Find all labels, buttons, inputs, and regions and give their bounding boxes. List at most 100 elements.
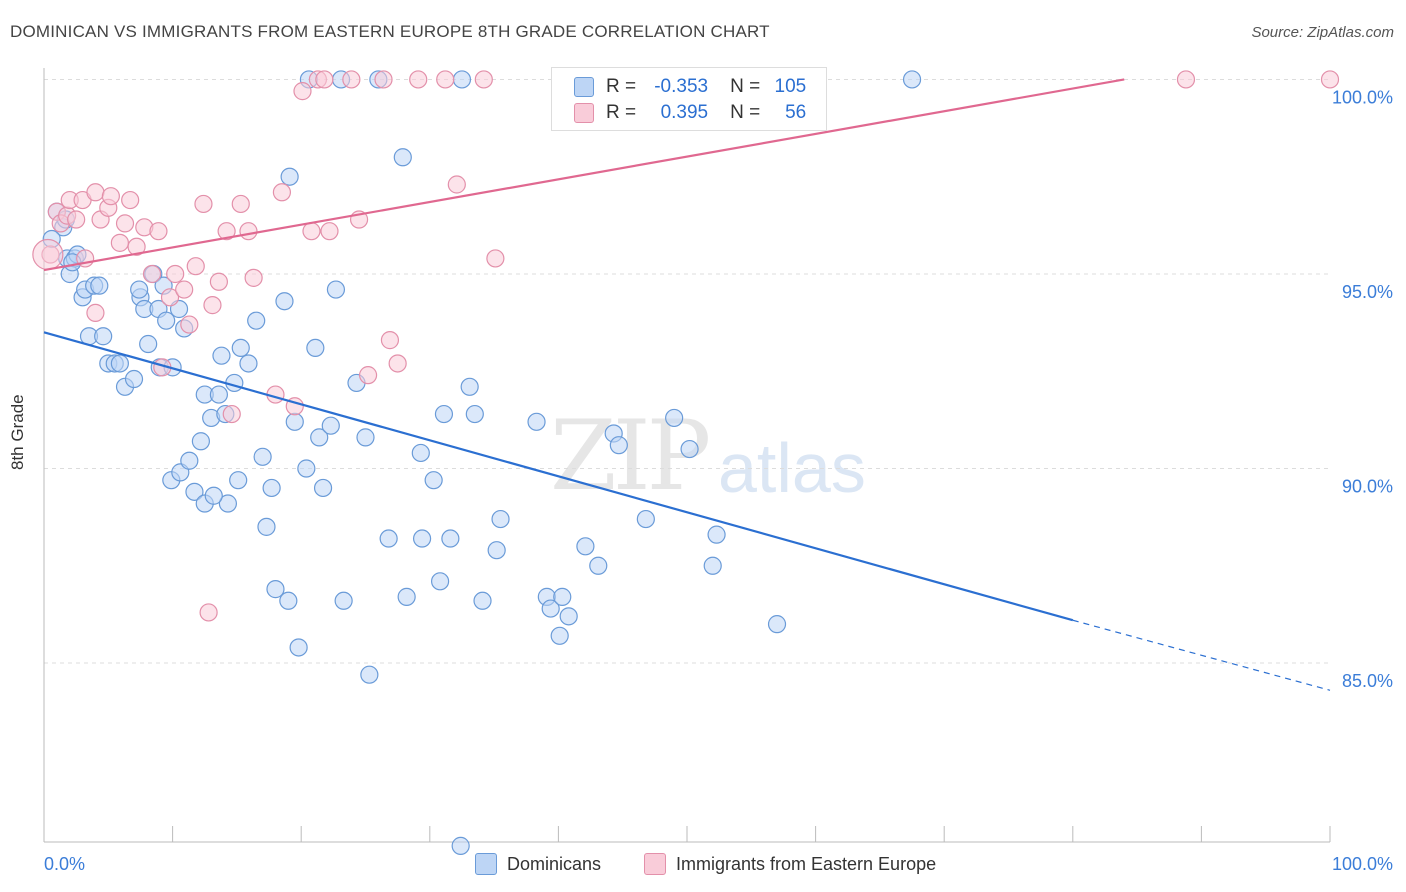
eastern-europe-point (447, 175, 466, 194)
dominican-point (297, 459, 316, 478)
chart-title: DOMINICAN VS IMMIGRANTS FROM EASTERN EUR… (10, 22, 770, 41)
eastern-europe-point (110, 233, 129, 252)
legend-swatch-blue (574, 77, 594, 97)
legend-swatch-pink (644, 853, 666, 875)
eastern-europe-point (474, 70, 493, 89)
eastern-europe-point (194, 194, 213, 214)
dominican-point (204, 486, 223, 505)
legend-r-label: R = (606, 102, 637, 123)
legend-n-label: N = (730, 76, 761, 97)
eastern-europe-point (231, 194, 250, 214)
eastern-europe-point (209, 272, 228, 291)
legend-n-value: 56 (785, 102, 807, 123)
legend-swatch-pink (574, 103, 594, 123)
x-tick-label: 100.0% (1332, 854, 1393, 874)
dominican-point (94, 327, 113, 346)
dominican-point (412, 529, 432, 548)
dominican-point (441, 529, 460, 548)
dominican-point (487, 541, 506, 560)
dominican-point (334, 591, 353, 610)
legend-row-dominicans: R = -0.353 N = 105 (574, 75, 806, 99)
dominican-point (902, 70, 922, 89)
eastern-europe-point (166, 264, 185, 284)
dominican-point (289, 638, 308, 657)
dominican-point (229, 471, 248, 490)
dominican-point (680, 439, 699, 459)
dominican-point (424, 471, 443, 490)
dominican-point (266, 580, 285, 599)
eastern-europe-point (142, 264, 162, 284)
dominican-point (253, 447, 272, 466)
dominican-point (430, 572, 450, 591)
legend-row-eastern-europe: R = 0.395 N = 56 (574, 101, 806, 125)
eastern-europe-point (388, 354, 407, 373)
dominican-point (527, 412, 546, 431)
dominican-point (434, 404, 454, 424)
dominican-point (275, 292, 294, 311)
dominican-point (393, 148, 412, 167)
y-tick-label: 90.0% (1342, 477, 1393, 497)
dominican-point (665, 408, 684, 428)
dominican-point (310, 428, 329, 447)
dominican-point (306, 338, 325, 358)
eastern-europe-point (175, 280, 194, 299)
dominican-point (130, 280, 149, 299)
dominican-point (553, 587, 572, 606)
eastern-europe-point (486, 249, 505, 268)
eastern-europe-point (160, 288, 180, 307)
dominican-point (157, 311, 176, 330)
dominican-trend-extension (1072, 619, 1331, 691)
dominican-point (321, 416, 340, 435)
dominican-point (180, 451, 199, 470)
eastern-europe-point (293, 82, 312, 101)
y-tick-label: 95.0% (1342, 282, 1393, 302)
eastern-europe-point (380, 331, 400, 350)
dominican-point (279, 591, 298, 610)
eastern-europe-point (199, 603, 218, 622)
dominican-point (452, 70, 472, 89)
dominican-point (559, 607, 578, 626)
x-tick-label: 0.0% (44, 854, 85, 874)
eastern-europe-point (1176, 70, 1196, 89)
dominican-point (262, 478, 281, 498)
eastern-europe-point (358, 366, 378, 385)
source-label: Source: ZipAtlas.com (1251, 24, 1394, 41)
eastern-europe-trend-line (43, 78, 1125, 272)
eastern-europe-point (1320, 70, 1340, 89)
dominican-point (465, 404, 484, 424)
bottom-legend-dominicans: Dominicans (475, 852, 601, 876)
dominican-point (397, 587, 416, 606)
dominican-point (285, 412, 304, 431)
dominican-point (90, 276, 109, 295)
dominican-point (218, 494, 237, 513)
legend-r-label: R = (606, 76, 637, 97)
dominican-point (707, 525, 726, 544)
dominican-point (541, 599, 560, 618)
dominican-trend-line (43, 331, 1074, 622)
dominican-point (491, 509, 510, 529)
dominican-point (379, 529, 398, 548)
eastern-europe-point (67, 210, 86, 229)
eastern-europe-point (127, 237, 146, 256)
eastern-europe-point (203, 296, 222, 315)
eastern-europe-point (409, 70, 428, 89)
eastern-europe-point (272, 183, 292, 202)
eastern-europe-point (115, 214, 135, 233)
eastern-europe-point (315, 70, 334, 89)
dominican-point (609, 436, 628, 455)
eastern-europe-point (86, 303, 105, 322)
dominican-point (247, 311, 266, 330)
dominican-point (231, 338, 250, 358)
eastern-europe-point (320, 222, 339, 241)
eastern-europe-point (222, 404, 241, 424)
eastern-europe-point (86, 183, 105, 202)
dominican-point (636, 509, 655, 529)
dominican-point (139, 334, 158, 354)
dominican-point (411, 443, 430, 463)
eastern-europe-point (217, 222, 236, 241)
dominican-point (550, 626, 569, 645)
dominican-point (589, 556, 608, 575)
dominican-point (110, 354, 129, 373)
dominican-point (124, 369, 144, 389)
